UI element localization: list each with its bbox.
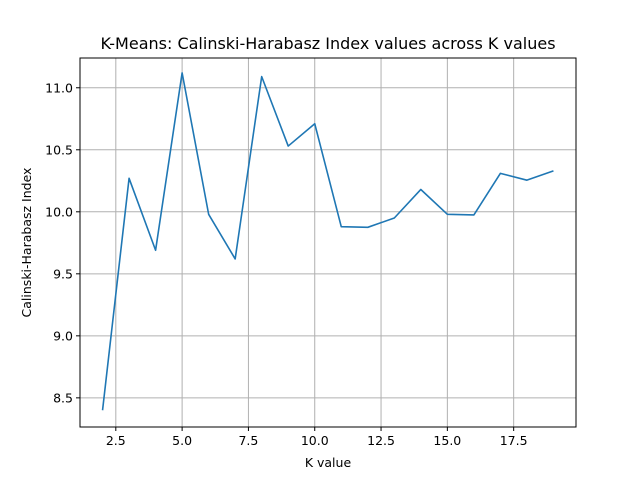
x-tick-label: 10.0	[301, 433, 329, 448]
y-tick-label: 9.0	[53, 328, 73, 343]
y-axis-label: Calinski-Harabasz Index	[19, 168, 34, 318]
y-tick-label: 9.5	[53, 266, 73, 281]
x-tick-label: 2.5	[106, 433, 126, 448]
x-ticks: 2.5 5.0 7.5 10.0 12.5 15.0 17.5	[106, 427, 528, 448]
y-tick-label: 11.0	[45, 80, 73, 95]
x-tick-label: 17.5	[500, 433, 528, 448]
y-tick-label: 10.0	[45, 204, 73, 219]
y-tick-label: 8.5	[53, 390, 73, 405]
x-tick-label: 5.0	[172, 433, 192, 448]
x-axis-label: K value	[305, 455, 352, 470]
y-ticks: 8.5 9.0 9.5 10.0 10.5 11.0	[45, 80, 80, 405]
x-tick-label: 7.5	[238, 433, 258, 448]
series-layer	[101, 72, 554, 411]
plot-frame	[79, 57, 577, 428]
chart-title: K-Means: Calinski-Harabasz Index values …	[100, 34, 555, 53]
grid	[80, 58, 576, 427]
x-tick-label: 12.5	[367, 433, 395, 448]
x-tick-label: 15.0	[433, 433, 461, 448]
y-tick-label: 10.5	[45, 142, 73, 157]
series-line	[101, 72, 554, 411]
